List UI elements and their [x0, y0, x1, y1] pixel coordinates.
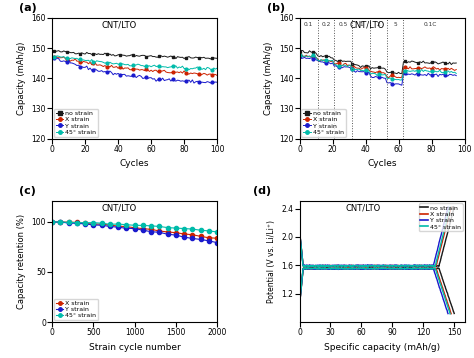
X-axis label: Strain cycle number: Strain cycle number: [89, 343, 181, 352]
Text: 0.5: 0.5: [338, 21, 348, 26]
Y-axis label: Potential (V vs. Li/Li⁺): Potential (V vs. Li/Li⁺): [267, 220, 276, 303]
Y-axis label: Capacity (mAh/g): Capacity (mAh/g): [264, 42, 273, 115]
Text: (a): (a): [19, 3, 37, 13]
Legend: X strain, Y strain, 45° strain: X strain, Y strain, 45° strain: [54, 299, 98, 320]
Text: (c): (c): [19, 186, 36, 196]
X-axis label: Specific capacity (mAh/g): Specific capacity (mAh/g): [324, 343, 440, 352]
Y-axis label: Capacity retention (%): Capacity retention (%): [17, 214, 26, 309]
Text: CNT/LTO: CNT/LTO: [101, 204, 137, 213]
Text: 2: 2: [377, 21, 381, 26]
X-axis label: Cycles: Cycles: [367, 159, 397, 169]
Legend: no strain, X strain, Y strain, 45° strain: no strain, X strain, Y strain, 45° strai…: [54, 109, 98, 137]
Text: (b): (b): [266, 3, 285, 13]
Text: CNT/LTO: CNT/LTO: [349, 20, 384, 29]
Text: (d): (d): [254, 186, 272, 196]
Text: CNT/LTO: CNT/LTO: [101, 20, 137, 29]
Legend: no strain, X strain, Y strain, 45° strain: no strain, X strain, Y strain, 45° strai…: [419, 203, 463, 231]
Text: CNT/LTO: CNT/LTO: [346, 204, 381, 213]
Legend: no strain, X strain, Y strain, 45° strain: no strain, X strain, Y strain, 45° strai…: [301, 109, 346, 137]
X-axis label: Cycles: Cycles: [120, 159, 149, 169]
Y-axis label: Capacity (mAh/g): Capacity (mAh/g): [17, 42, 26, 115]
Text: 1: 1: [360, 21, 363, 26]
Text: 0.1: 0.1: [304, 21, 313, 26]
Text: 5: 5: [393, 21, 397, 26]
Text: 0.2: 0.2: [321, 21, 331, 26]
Text: 0.1C: 0.1C: [423, 21, 437, 26]
